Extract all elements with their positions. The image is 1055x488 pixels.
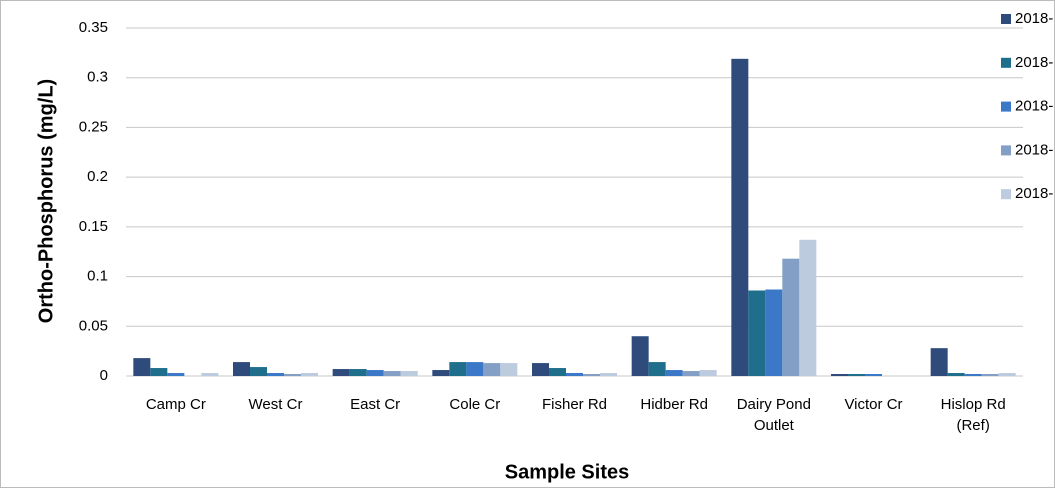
- bar: [648, 362, 666, 376]
- bar: [682, 371, 700, 376]
- y-tick-label: 0.15: [79, 218, 108, 235]
- legend-label: 2018-05-13: [1015, 185, 1054, 202]
- bar: [782, 258, 800, 376]
- bar: [233, 362, 250, 376]
- x-tick-label: East Cr: [350, 396, 401, 413]
- bar: [483, 363, 501, 376]
- y-tick-label: 0.1: [87, 268, 108, 285]
- legend-swatch: [1001, 189, 1011, 200]
- bar: [267, 373, 284, 376]
- bar: [400, 371, 418, 376]
- x-tick-label: Victor Cr: [844, 396, 903, 413]
- x-tick-label: Hidber Rd: [640, 396, 708, 413]
- bar: [133, 358, 151, 376]
- x-tick-label: West Cr: [248, 396, 303, 413]
- y-tick-label: 0.05: [79, 317, 108, 334]
- legend-swatch: [1001, 145, 1011, 156]
- bar: [831, 374, 848, 376]
- legend-swatch: [1001, 57, 1011, 68]
- x-tick-label: Cole Cr: [449, 396, 501, 413]
- bar: [600, 373, 617, 376]
- bar: [765, 289, 783, 376]
- bar: [631, 336, 649, 376]
- y-tick-label: 0.25: [79, 118, 108, 135]
- y-axis-label: Ortho-Phosphorus (mg/L): [35, 79, 57, 323]
- bar: [665, 370, 683, 376]
- bar: [930, 348, 948, 376]
- bar: [848, 374, 865, 376]
- bar: [366, 370, 384, 376]
- bar: [301, 373, 318, 376]
- x-tick-label: Hislop Rd (Ref): [940, 396, 1006, 434]
- x-axis-label: Sample Sites: [505, 461, 630, 483]
- bar: [432, 370, 450, 376]
- bar: [201, 373, 219, 376]
- bar: [284, 374, 301, 376]
- y-tick-label: 0.3: [87, 69, 108, 86]
- bar: [799, 239, 817, 376]
- legend-swatch: [1001, 14, 1011, 24]
- bar: [583, 374, 600, 376]
- x-tick-label: Fisher Rd: [541, 396, 608, 413]
- bar: [566, 373, 583, 376]
- legend-label: 2018-05-06: [1015, 141, 1054, 158]
- x-tick-label: Dairy Pond Outlet: [736, 396, 811, 434]
- y-tick-label: 0.2: [87, 168, 108, 185]
- bar: [549, 368, 566, 376]
- legend-label: 2018-04-15: [1015, 10, 1054, 27]
- y-tick-label: 0: [100, 367, 108, 384]
- bar: [947, 373, 965, 376]
- legend-label: 2018-04-29: [1015, 98, 1054, 115]
- bar: [748, 290, 766, 376]
- bar: [998, 373, 1016, 376]
- x-tick-label: Camp Cr: [145, 396, 206, 413]
- bar: [964, 374, 982, 376]
- bar: [167, 373, 185, 376]
- legend-swatch: [1001, 101, 1011, 112]
- bar: [383, 371, 401, 376]
- bar: [981, 374, 999, 376]
- bar: [449, 362, 467, 376]
- bar: [332, 369, 350, 376]
- bar: [731, 58, 749, 377]
- bar: [865, 374, 882, 376]
- bar: [699, 370, 717, 376]
- bar: [466, 362, 484, 376]
- bar: [500, 363, 518, 376]
- bar: [532, 363, 549, 376]
- y-tick-label: 0.35: [79, 19, 108, 36]
- legend-label: 2018-04-22: [1015, 54, 1054, 71]
- bar: [250, 367, 267, 376]
- bar: [150, 368, 168, 376]
- bar: [349, 369, 367, 376]
